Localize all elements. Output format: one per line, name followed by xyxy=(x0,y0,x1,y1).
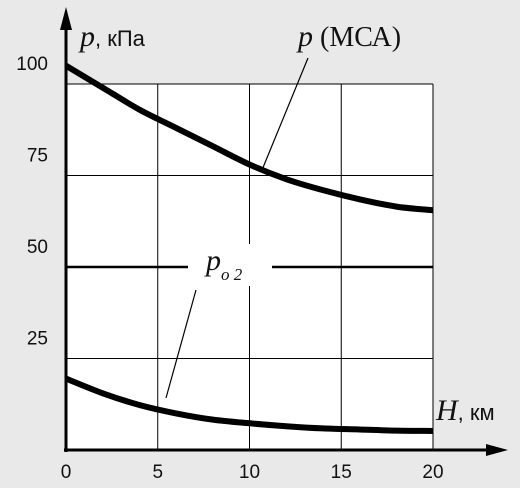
x-axis-arrow xyxy=(486,444,508,456)
x-tick-label-0: 0 xyxy=(61,462,72,483)
tick-labels: 0 5 10 15 20 25 50 75 100 xyxy=(16,54,443,483)
series-label-p-o2: pо 2 xyxy=(204,244,243,284)
series-line-0 xyxy=(64,63,434,214)
y-tick-label-0: 25 xyxy=(27,329,48,350)
x-tick-label-4: 20 xyxy=(422,462,443,483)
series-line-2 xyxy=(64,375,434,434)
x-axis-title: H, км xyxy=(435,394,495,427)
series-label-p-msa: p (МСА) xyxy=(296,20,401,53)
x-tick-label-2: 10 xyxy=(239,462,260,483)
x-tick-label-3: 15 xyxy=(331,462,352,483)
y-tick-label-3: 100 xyxy=(16,54,48,75)
y-axis-arrow xyxy=(60,7,72,30)
p-o2-label-background xyxy=(188,244,272,286)
y-tick-label-2: 75 xyxy=(27,146,48,167)
x-tick-label-1: 5 xyxy=(152,462,163,483)
leader-line-p-msa xyxy=(261,57,309,171)
y-axis-title: p, кПа xyxy=(78,20,146,53)
y-tick-label-1: 50 xyxy=(27,237,48,258)
leader-line-p-o2 xyxy=(165,289,197,399)
